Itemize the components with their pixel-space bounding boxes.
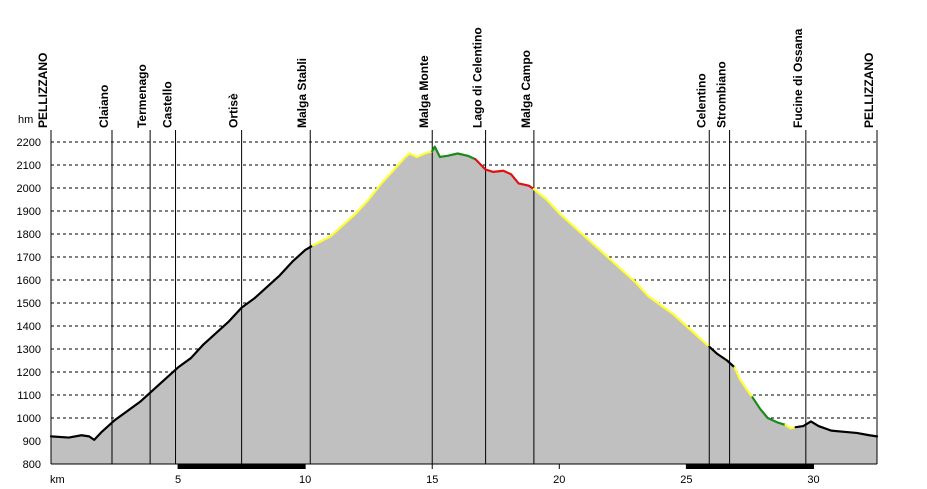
x-tick-label: 5: [175, 474, 181, 486]
profile-segment-moderate: [733, 366, 754, 399]
waypoint-labels: PELLIZZANO Claiano Termenago Castello Ortisè…: [36, 27, 876, 128]
waypoint-label: Claiano: [97, 85, 111, 128]
elevation-area: [51, 146, 877, 464]
profile-segment-moderate: [311, 150, 434, 247]
profile-segment-flat: [49, 244, 314, 441]
x-axis-unit-label: km: [50, 474, 65, 486]
y-tick-label: 2000: [17, 183, 41, 195]
waypoint-label: PELLIZZANO: [36, 53, 50, 128]
profile-segment-flat: [708, 345, 736, 369]
y-tick-label: 1000: [17, 413, 41, 425]
waypoint-label: Castello: [161, 81, 175, 128]
elevation-area-fill: [51, 146, 877, 464]
y-tick-label: 1500: [17, 298, 41, 310]
y-tick-label: 2100: [17, 160, 41, 172]
elevation-line: [49, 145, 879, 441]
waypoint-label: Malga Stabli: [295, 58, 309, 128]
y-tick-label: 900: [23, 436, 41, 448]
waypoint-label: Celentino: [694, 73, 708, 128]
km-scale-bar: [178, 464, 306, 469]
waypoint-label: Malga Monte: [417, 55, 431, 128]
profile-segment-moderate: [532, 188, 711, 348]
y-tick-label: 1200: [17, 367, 41, 379]
profile-segment-steep_easy: [431, 145, 477, 161]
y-tick-label: 1400: [17, 321, 41, 333]
x-tick-label: 20: [553, 474, 565, 486]
y-tick-label: 2200: [17, 137, 41, 149]
y-tick-label: 1700: [17, 252, 41, 264]
x-tick-labels: 5 10 15 20 25 30: [175, 474, 820, 486]
x-tick-label: 30: [807, 474, 819, 486]
y-tick-labels: 800 900 1000 1100 1200 1300 1400 1500 1600 1700 18…: [17, 137, 41, 471]
waypoint-label: Fucine di Ossana: [791, 28, 805, 128]
y-tick-label: 1300: [17, 344, 41, 356]
waypoint-label: Termenago: [135, 64, 149, 128]
y-axis-unit-label: hm: [18, 114, 33, 126]
profile-segment-steep: [474, 158, 535, 191]
x-tick-label: 15: [426, 474, 438, 486]
waypoint-label: Lago di Celentino: [471, 27, 485, 128]
y-tick-label: 1100: [17, 390, 41, 402]
profile-segment-steep_easy: [751, 396, 787, 426]
km-scale-bar: [686, 464, 814, 469]
x-tick-label: 25: [680, 474, 692, 486]
waypoint-label: Strombiano: [715, 61, 729, 128]
axes: [50, 142, 878, 469]
waypoint-label: PELLIZZANO: [862, 53, 876, 128]
x-tick-label: 10: [299, 474, 311, 486]
y-tick-label: 800: [23, 459, 41, 471]
waypoint-label: Malga Campo: [519, 50, 533, 128]
y-tick-label: 1900: [17, 206, 41, 218]
y-tick-label: 1600: [17, 275, 41, 287]
profile-segment-flat: [794, 420, 879, 438]
y-tick-label: 1800: [17, 229, 41, 241]
waypoint-label: Ortisè: [227, 93, 241, 128]
profile-segment-moderate: [784, 423, 797, 430]
